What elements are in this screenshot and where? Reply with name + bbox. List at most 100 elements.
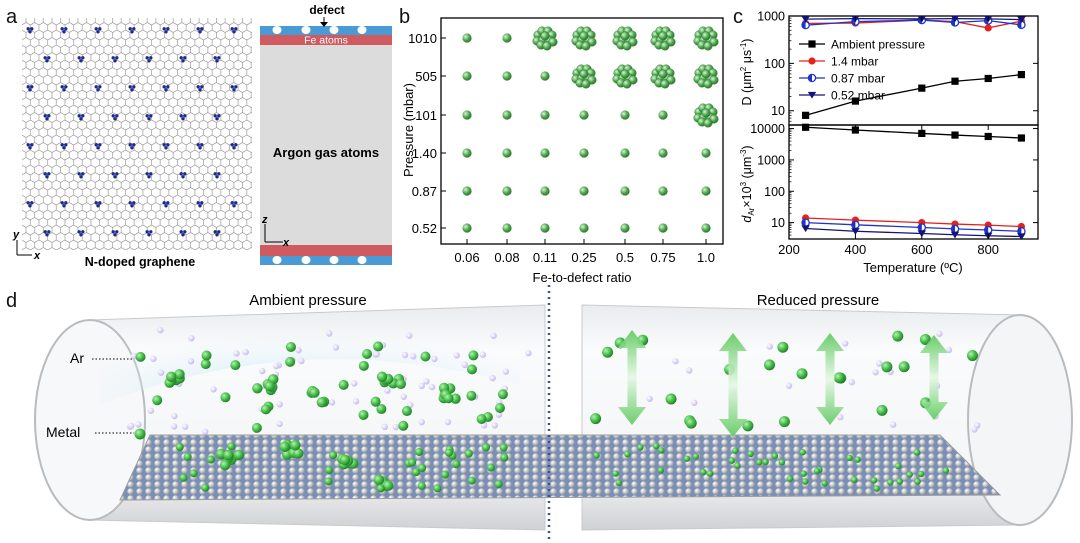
single-atom-on-sheet — [821, 480, 828, 487]
nitrogen-dopant — [183, 172, 187, 176]
series-line — [805, 73, 1022, 116]
nitrogen-dopant — [196, 85, 200, 89]
metal-atom-on-sheet — [452, 460, 461, 469]
pressure-tick-label: 101 — [415, 108, 437, 123]
metal-atom-on-sheet — [433, 484, 442, 493]
nitrogen-dopant — [164, 204, 168, 208]
metal-atom-on-sheet — [408, 458, 417, 467]
argon-atom — [332, 344, 340, 351]
legend-entry: 0.52 mbar — [799, 89, 885, 103]
nitrogen-dopant — [62, 146, 66, 150]
axis-z-label: z — [261, 214, 268, 226]
fe-single-atom — [658, 148, 668, 158]
axis-x2-label: x — [282, 237, 290, 249]
marker-triangle-down — [950, 15, 960, 23]
argon-atom — [453, 352, 460, 359]
legend-label: 0.87 mbar — [831, 72, 885, 86]
panel-c-top-frame — [788, 15, 1039, 126]
single-atom-on-sheet — [683, 455, 691, 462]
metal-atom-on-sheet — [499, 443, 508, 452]
argon-atom — [841, 340, 849, 347]
marker-triangle-down — [801, 16, 810, 23]
metal-atom-on-sheet — [329, 451, 338, 460]
metal-atom — [881, 361, 893, 373]
argon-atom — [157, 369, 165, 376]
argon-atom — [646, 395, 653, 402]
diffusion-double-arrow — [719, 333, 747, 437]
nitrogen-dopant — [64, 143, 68, 147]
nitrogen-dopant — [47, 56, 51, 60]
nitrogen-dopant — [130, 146, 134, 150]
metal-atom-on-sheet — [189, 469, 198, 478]
nitrogen-dopant — [98, 143, 102, 147]
metal-atom — [358, 409, 369, 420]
nitrogen-dopant — [213, 172, 217, 176]
single-atom-on-sheet — [637, 444, 644, 451]
nitrogen-dopant — [179, 230, 183, 234]
panel-b: Pressure (mbar) Fe-to-defect ratio 1010 5… — [401, 17, 724, 285]
xy-axes: y x — [12, 229, 41, 262]
argon-atom — [495, 411, 503, 418]
nitrogen-dopant — [96, 30, 100, 34]
single-atom-on-sheet — [906, 471, 913, 478]
fe-cluster — [693, 103, 719, 128]
single-atom-on-sheet — [658, 447, 665, 454]
single-atom-on-sheet — [756, 459, 763, 466]
nitrogen-dopant — [234, 143, 238, 147]
nitrogen-dopant — [79, 117, 83, 121]
argon-atom — [525, 349, 532, 357]
nitrogen-dopant — [30, 27, 34, 31]
nitrogen-dopant — [130, 204, 134, 208]
nitrogen-dopant — [234, 27, 238, 31]
nitrogen-dopant — [200, 201, 204, 205]
nitrogen-dopant — [149, 172, 153, 176]
nitrogen-dopant — [28, 146, 32, 150]
panel-c-xlabel: Temperature (ºC) — [863, 260, 962, 275]
marker-half-circle — [950, 224, 960, 234]
fe-cluster — [693, 64, 719, 89]
metal-atom — [665, 393, 677, 405]
panel-label-b: b — [399, 6, 411, 28]
argon-atom — [401, 351, 409, 359]
argon-atom — [384, 387, 391, 394]
argon-atom — [490, 332, 497, 339]
single-atom-on-sheet — [873, 485, 880, 492]
nitrogen-dopant — [81, 114, 85, 118]
argon-atom — [170, 423, 178, 430]
metal-atom — [602, 346, 614, 358]
y-tick-label: 100 — [764, 185, 785, 199]
argon-atom — [392, 423, 399, 431]
legend-label: 0.52 mbar — [831, 89, 885, 103]
marker-square — [951, 77, 959, 85]
nitrogen-dopant — [147, 175, 151, 179]
metal-atom-on-sheet — [481, 443, 490, 452]
nitrogen-dopant — [96, 88, 100, 92]
nitrogen-dopant — [198, 146, 202, 150]
graphene-caption: N-doped graphene — [85, 255, 195, 269]
metal-atom — [251, 422, 262, 433]
metal-atom-on-sheet — [441, 470, 450, 479]
nitrogen-dopant — [77, 172, 81, 176]
nitrogen-dopant — [179, 114, 183, 118]
nitrogen-dopant — [111, 230, 115, 234]
metal-atom — [376, 404, 387, 415]
nitrogen-dopant — [166, 143, 170, 147]
metal-atom — [358, 360, 369, 371]
nitrogen-dopant — [183, 56, 187, 60]
nitrogen-dopant — [43, 172, 47, 176]
y-tick-label: 10 — [771, 104, 785, 118]
nitrogen-dopant — [166, 85, 170, 89]
nitrogen-dopant — [217, 172, 221, 176]
nitrogen-dopant — [183, 114, 187, 118]
fe-single-atom — [502, 71, 512, 81]
nitrogen-dopant — [111, 172, 115, 176]
argon-atom — [295, 347, 302, 354]
nitrogen-dopant — [217, 230, 221, 234]
marker-half-circle — [801, 218, 810, 227]
nitrogen-dopant — [181, 117, 185, 121]
marker-triangle-down — [1017, 233, 1026, 241]
nitrogen-dopant — [145, 172, 149, 176]
nitrogen-dopant — [234, 85, 238, 89]
argon-atom — [233, 350, 240, 357]
nitrogen-dopant — [94, 85, 98, 89]
